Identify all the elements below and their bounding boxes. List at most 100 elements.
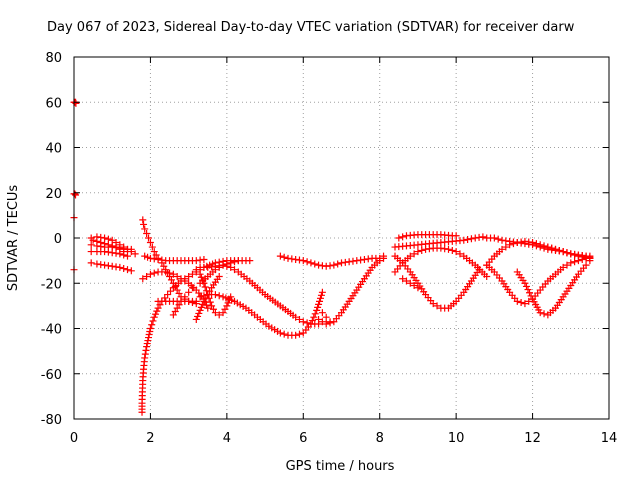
series-s21 bbox=[276, 252, 388, 270]
data-point bbox=[552, 245, 559, 253]
data-point bbox=[166, 269, 174, 277]
data-point bbox=[196, 270, 204, 278]
data-point bbox=[322, 320, 330, 328]
data-point bbox=[318, 309, 326, 317]
data-point bbox=[311, 260, 319, 268]
data-point bbox=[127, 245, 135, 253]
data-point bbox=[292, 331, 300, 339]
data-point bbox=[527, 292, 535, 300]
data-point bbox=[219, 261, 227, 269]
data-point bbox=[71, 190, 79, 198]
data-point bbox=[586, 253, 594, 261]
y-tick-label: 0 bbox=[54, 232, 62, 247]
data-point bbox=[571, 258, 579, 266]
x-tick-label: 0 bbox=[70, 431, 78, 446]
data-point bbox=[410, 250, 418, 258]
data-point bbox=[188, 284, 196, 292]
data-point bbox=[227, 293, 235, 301]
y-tick-label: 60 bbox=[45, 96, 62, 111]
y-tick-label: -40 bbox=[41, 323, 62, 338]
data-point bbox=[142, 346, 150, 354]
data-point bbox=[143, 272, 151, 280]
series-s30 bbox=[483, 237, 594, 269]
data-point bbox=[143, 343, 151, 351]
data-point bbox=[200, 255, 208, 263]
data-point bbox=[231, 266, 238, 274]
data-point bbox=[475, 266, 483, 274]
data-point bbox=[197, 303, 205, 311]
data-point bbox=[192, 297, 200, 305]
data-point bbox=[127, 267, 135, 275]
series-s27 bbox=[391, 252, 483, 312]
data-point bbox=[310, 313, 318, 321]
data-point bbox=[223, 302, 231, 310]
data-point bbox=[139, 275, 147, 283]
series-s12 bbox=[139, 268, 212, 312]
data-point bbox=[227, 259, 235, 267]
data-point bbox=[206, 298, 214, 306]
data-point bbox=[146, 239, 154, 247]
data-point bbox=[318, 318, 326, 326]
series-s13 bbox=[141, 252, 208, 265]
data-point bbox=[559, 263, 567, 271]
data-point bbox=[199, 300, 207, 308]
data-point bbox=[317, 291, 325, 299]
data-point bbox=[410, 282, 418, 290]
data-point bbox=[145, 331, 153, 339]
data-point bbox=[276, 329, 284, 337]
data-point bbox=[307, 259, 315, 267]
data-point bbox=[192, 315, 200, 323]
data-point bbox=[162, 268, 170, 276]
data-points bbox=[70, 98, 594, 416]
data-point bbox=[185, 272, 193, 280]
data-point bbox=[540, 310, 548, 318]
data-point bbox=[280, 253, 288, 261]
chart-title: Day 067 of 2023, Sidereal Day-to-day VTE… bbox=[47, 20, 575, 35]
data-point bbox=[215, 311, 223, 319]
data-point bbox=[181, 277, 189, 285]
data-point bbox=[536, 241, 544, 249]
data-point bbox=[490, 234, 498, 242]
data-point bbox=[303, 319, 311, 327]
data-point bbox=[521, 279, 529, 287]
data-point bbox=[467, 235, 475, 243]
data-point bbox=[116, 263, 124, 271]
data-point bbox=[143, 229, 151, 237]
data-point bbox=[315, 315, 323, 323]
data-point bbox=[299, 318, 307, 326]
data-point bbox=[145, 234, 153, 242]
data-point bbox=[141, 350, 149, 358]
data-point bbox=[200, 279, 208, 287]
data-point bbox=[201, 283, 209, 291]
data-point bbox=[120, 248, 128, 256]
series-s02 bbox=[70, 190, 80, 199]
data-point bbox=[141, 225, 149, 233]
data-point bbox=[89, 236, 97, 244]
data-point bbox=[448, 246, 456, 254]
data-point bbox=[316, 297, 324, 305]
data-point bbox=[536, 309, 544, 317]
data-point bbox=[406, 252, 414, 260]
data-point bbox=[418, 246, 426, 254]
y-tick-label: 80 bbox=[45, 51, 62, 66]
data-point bbox=[194, 312, 202, 320]
data-point bbox=[87, 241, 95, 249]
data-point bbox=[139, 216, 147, 224]
data-point bbox=[456, 250, 464, 258]
data-point bbox=[225, 296, 233, 304]
data-point bbox=[87, 259, 95, 267]
data-point bbox=[433, 302, 441, 310]
data-point bbox=[97, 239, 105, 247]
data-point bbox=[582, 261, 590, 269]
data-point bbox=[202, 301, 210, 309]
data-point bbox=[143, 340, 151, 348]
data-point bbox=[292, 313, 300, 321]
data-point bbox=[334, 260, 342, 268]
grid bbox=[74, 57, 609, 419]
data-point bbox=[509, 240, 517, 248]
data-point bbox=[153, 307, 161, 315]
data-point bbox=[517, 298, 525, 306]
series-s08 bbox=[87, 259, 135, 275]
data-point bbox=[108, 242, 116, 250]
